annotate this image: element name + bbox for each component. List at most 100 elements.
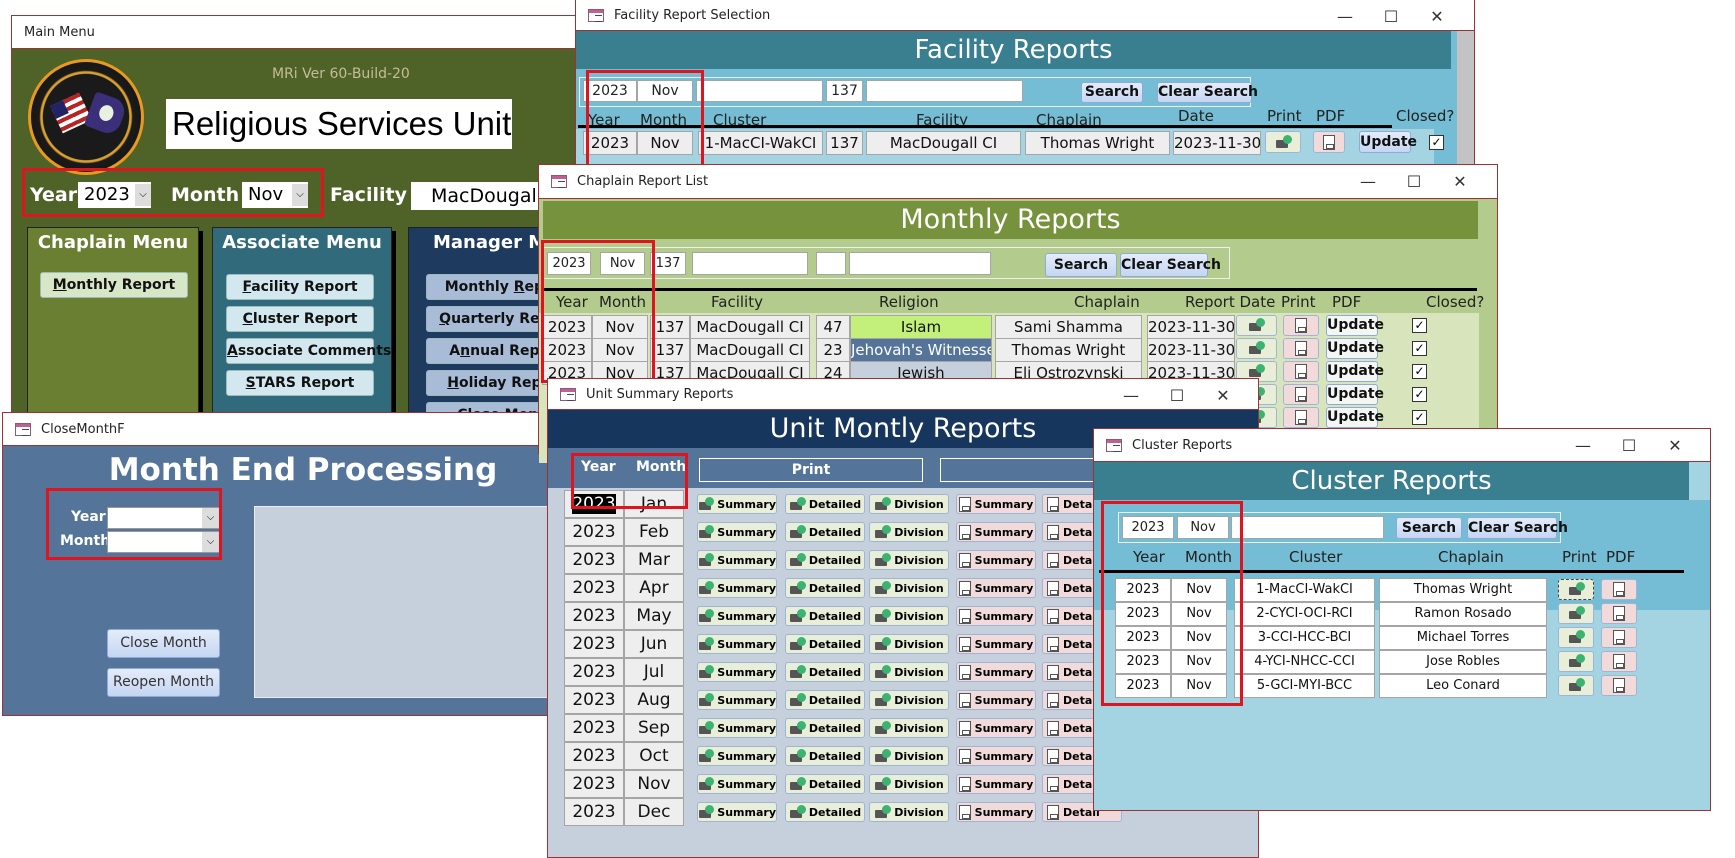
update-button[interactable]: Update xyxy=(1326,315,1384,336)
facility-report-button[interactable]: Facility Report xyxy=(226,274,374,300)
print-division-button[interactable]: Division xyxy=(869,494,949,514)
print-division-button[interactable]: Division xyxy=(869,690,949,710)
month-filter[interactable]: Nov xyxy=(1177,516,1229,539)
clear-search-button[interactable]: Clear Search xyxy=(1120,253,1221,277)
pdf-summary-button[interactable]: Summary xyxy=(956,606,1036,626)
pdf-summary-button[interactable]: Summary xyxy=(956,774,1036,794)
print-division-button[interactable]: Division xyxy=(869,606,949,626)
print-division-button[interactable]: Division xyxy=(869,774,949,794)
pdf-button[interactable] xyxy=(1601,579,1637,600)
print-summary-button[interactable]: Summary xyxy=(697,634,777,654)
cluster-filter[interactable] xyxy=(696,80,823,102)
print-detailed-button[interactable]: Detailed xyxy=(785,746,865,766)
print-summary-button[interactable]: Summary xyxy=(697,522,777,542)
closed-checkbox[interactable]: ✓ xyxy=(1412,410,1427,425)
facility-id-filter[interactable]: 137 xyxy=(826,80,863,102)
close-button[interactable]: ✕ xyxy=(1453,171,1467,191)
pdf-button[interactable] xyxy=(1283,315,1319,336)
pdf-button[interactable] xyxy=(1283,384,1319,405)
print-detailed-button[interactable]: Detailed xyxy=(785,774,865,794)
clear-search-button[interactable]: Clear Search xyxy=(1157,82,1258,103)
maximize-button[interactable]: ☐ xyxy=(1406,171,1422,191)
maximize-button[interactable]: ☐ xyxy=(1383,6,1399,26)
print-button[interactable] xyxy=(1558,579,1594,600)
print-detailed-button[interactable]: Detailed xyxy=(785,634,865,654)
closed-checkbox[interactable]: ✓ xyxy=(1429,135,1444,150)
pdf-summary-button[interactable]: Summary xyxy=(956,718,1036,738)
update-button[interactable]: Update xyxy=(1326,361,1384,382)
month-filter[interactable]: Nov xyxy=(600,252,645,275)
religion-id-filter[interactable] xyxy=(816,252,846,275)
print-summary-button[interactable]: Summary xyxy=(697,606,777,626)
pdf-summary-button[interactable]: Summary xyxy=(956,522,1036,542)
print-detailed-button[interactable]: Detailed xyxy=(785,802,865,822)
print-summary-button[interactable]: Summary xyxy=(697,662,777,682)
print-button[interactable] xyxy=(1558,603,1594,624)
pdf-button[interactable] xyxy=(1601,675,1637,696)
print-detailed-button[interactable]: Detailed xyxy=(785,606,865,626)
print-summary-button[interactable]: Summary xyxy=(697,718,777,738)
stars-report-button[interactable]: STARS Report xyxy=(226,370,374,396)
close-button[interactable]: ✕ xyxy=(1216,385,1230,405)
pdf-summary-button[interactable]: Summary xyxy=(956,662,1036,682)
pdf-summary-button[interactable]: Summary xyxy=(956,746,1036,766)
cluster-filter[interactable] xyxy=(1231,516,1384,539)
print-summary-button[interactable]: Summary xyxy=(697,746,777,766)
clear-search-button[interactable]: Clear Search xyxy=(1467,517,1568,539)
close-button[interactable]: ✕ xyxy=(1668,435,1682,455)
year-filter[interactable]: 2023 xyxy=(1122,516,1174,539)
facility-filter[interactable] xyxy=(692,252,808,275)
print-button[interactable] xyxy=(1265,131,1301,153)
print-detailed-button[interactable]: Detailed xyxy=(785,522,865,542)
print-summary-button[interactable]: Summary xyxy=(697,690,777,710)
update-button[interactable]: Update xyxy=(1326,384,1384,405)
facility-id-filter[interactable]: 137 xyxy=(650,252,686,275)
print-summary-button[interactable]: Summary xyxy=(697,550,777,570)
minimize-button[interactable]: — xyxy=(1337,6,1353,26)
month-dropdown[interactable]: Nov ⌵ xyxy=(242,182,308,208)
facility-filter[interactable] xyxy=(866,80,1023,102)
month-filter[interactable]: Nov xyxy=(637,80,693,102)
print-detailed-button[interactable]: Detailed xyxy=(785,718,865,738)
maximize-button[interactable]: ☐ xyxy=(1621,435,1637,455)
print-division-button[interactable]: Division xyxy=(869,550,949,570)
print-detailed-button[interactable]: Detailed xyxy=(785,550,865,570)
print-division-button[interactable]: Division xyxy=(869,746,949,766)
pdf-button[interactable] xyxy=(1283,361,1319,382)
associate-comments-button[interactable]: Associate Comments xyxy=(226,338,391,364)
search-button[interactable]: Search xyxy=(1396,517,1462,539)
print-detailed-button[interactable]: Detailed xyxy=(785,662,865,682)
update-button[interactable]: Update xyxy=(1326,407,1384,428)
close-month-button[interactable]: Close Month xyxy=(107,629,220,658)
update-button[interactable]: Update xyxy=(1326,338,1384,359)
print-detailed-button[interactable]: Detailed xyxy=(785,690,865,710)
print-button[interactable] xyxy=(1236,315,1277,336)
minimize-button[interactable]: — xyxy=(1360,171,1376,191)
print-button[interactable] xyxy=(1558,675,1594,696)
closed-checkbox[interactable]: ✓ xyxy=(1412,364,1427,379)
religion-filter[interactable] xyxy=(849,252,991,275)
print-division-button[interactable]: Division xyxy=(869,578,949,598)
print-detailed-button[interactable]: Detailed xyxy=(785,578,865,598)
pdf-summary-button[interactable]: Summary xyxy=(956,802,1036,822)
print-button[interactable] xyxy=(1558,627,1594,648)
year-dropdown[interactable]: 2023 ⌵ xyxy=(78,182,151,208)
print-division-button[interactable]: Division xyxy=(869,522,949,542)
update-button[interactable]: Update xyxy=(1359,131,1417,153)
print-summary-button[interactable]: Summary xyxy=(697,802,777,822)
closed-checkbox[interactable]: ✓ xyxy=(1412,341,1427,356)
print-summary-button[interactable]: Summary xyxy=(697,578,777,598)
closed-checkbox[interactable]: ✓ xyxy=(1412,318,1427,333)
pdf-summary-button[interactable]: Summary xyxy=(956,634,1036,654)
pdf-button[interactable] xyxy=(1313,131,1345,153)
maximize-button[interactable]: ☐ xyxy=(1169,385,1185,405)
pdf-button[interactable] xyxy=(1601,603,1637,624)
print-summary-button[interactable]: Summary xyxy=(697,494,777,514)
pdf-summary-button[interactable]: Summary xyxy=(956,494,1036,514)
minimize-button[interactable]: — xyxy=(1123,385,1139,405)
year-filter[interactable]: 2023 xyxy=(583,80,637,102)
reopen-month-button[interactable]: Reopen Month xyxy=(107,668,220,697)
year-dropdown[interactable]: ⌵ xyxy=(107,507,220,529)
pdf-summary-button[interactable]: Summary xyxy=(956,578,1036,598)
search-button[interactable]: Search xyxy=(1081,82,1143,103)
